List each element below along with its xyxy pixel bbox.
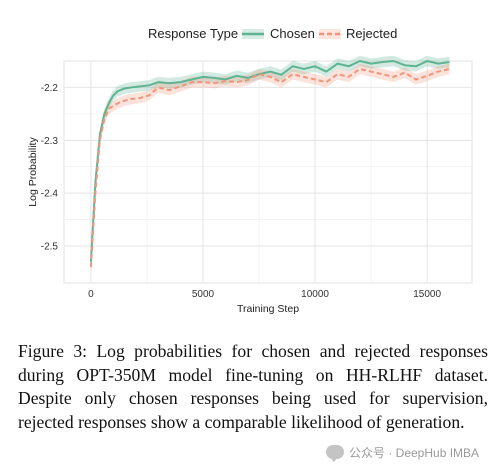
x-tick-label: 5000 bbox=[192, 289, 215, 300]
y-tick-label: -2.2 bbox=[41, 83, 59, 94]
watermark-text: 公众号 · DeepHub IMBA bbox=[349, 445, 480, 460]
series-lines bbox=[89, 60, 450, 268]
legend-band-chosen bbox=[242, 29, 264, 39]
chat-bubble-icon bbox=[326, 445, 344, 462]
x-tick-label: 15000 bbox=[413, 289, 441, 300]
plot-panel bbox=[63, 60, 473, 284]
x-axis: 0 5000 10000 15000 bbox=[88, 289, 441, 300]
legend-label-chosen: Chosen bbox=[270, 26, 315, 41]
legend: Response Type Chosen Rejected bbox=[148, 26, 397, 41]
line-chart: Response Type Chosen Rejected -2.2-2.3-2… bbox=[27, 26, 473, 315]
legend-label-rejected: Rejected bbox=[346, 26, 397, 41]
x-tick-label: 10000 bbox=[301, 289, 329, 300]
figure-caption: Figure 3: Log probabilities for chosen a… bbox=[18, 340, 488, 434]
x-tick-label: 0 bbox=[88, 289, 94, 300]
gridlines bbox=[64, 61, 472, 283]
y-axis-title: Log Probability bbox=[27, 137, 39, 207]
y-tick-label: -2.4 bbox=[41, 189, 59, 200]
y-tick-label: -2.3 bbox=[41, 136, 59, 147]
y-axis: -2.2 -2.3 -2.4 -2.5 bbox=[41, 83, 59, 253]
x-axis-title: Training Step bbox=[237, 303, 299, 315]
legend-title: Response Type bbox=[148, 26, 238, 41]
caption-text: Log probabilities for chosen and rejecte… bbox=[18, 341, 488, 432]
y-tick-label: -2.5 bbox=[41, 242, 59, 253]
watermark: 公众号 · DeepHub IMBA bbox=[326, 440, 479, 464]
series-line-chosen bbox=[89, 60, 450, 262]
series-line-rejected bbox=[89, 67, 450, 268]
legend-band-rejected bbox=[319, 29, 341, 39]
caption-label: Figure 3: bbox=[18, 341, 88, 361]
